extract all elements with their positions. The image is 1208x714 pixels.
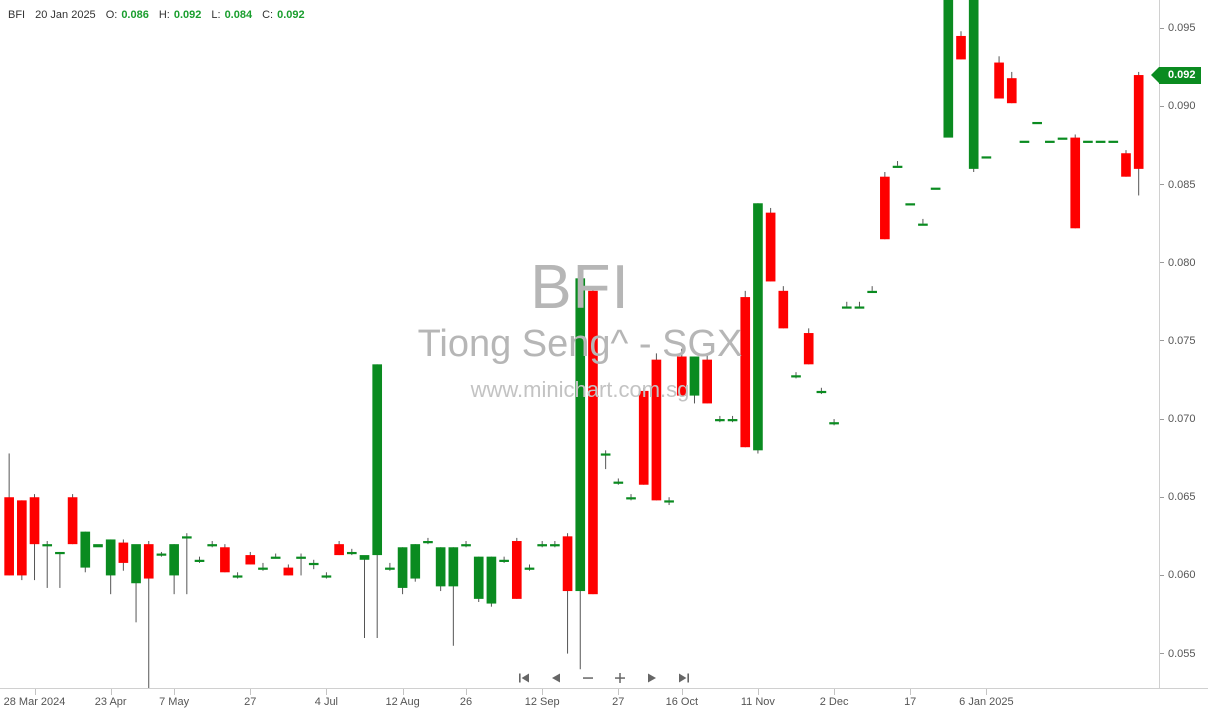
price-axis-tick-label: 0.095 xyxy=(1168,22,1196,35)
date-axis-tick-label: 17 xyxy=(904,696,917,708)
price-axis-tick: 0.090 xyxy=(1160,99,1196,113)
price-axis[interactable]: 0.092 0.095 0.090 0.085 0.080 0.075 0.070 0.06… xyxy=(1151,0,1208,688)
date-axis-tick xyxy=(986,689,988,695)
date-axis-tick xyxy=(542,689,544,695)
tick-dash-icon xyxy=(1160,105,1164,107)
date-axis[interactable]: 28 Mar 2024 23 Apr 7 May 27 4 Jul 12 Aug 26 12 … xyxy=(0,688,1208,714)
price-axis-tick-label: 0.075 xyxy=(1168,334,1196,347)
price-axis-tick: 0.080 xyxy=(1160,256,1196,270)
zoom-out-button[interactable] xyxy=(579,669,597,687)
date-axis-tick-label: 6 Jan 2025 xyxy=(959,696,1014,708)
price-axis-tick: 0.085 xyxy=(1160,178,1196,192)
date-axis-tick-label: 11 Nov xyxy=(740,696,775,708)
date-axis-tick xyxy=(402,689,404,695)
date-axis-tick xyxy=(910,689,912,695)
tick-dash-icon xyxy=(1160,653,1164,655)
date-axis-tick xyxy=(618,689,620,695)
date-axis-tick-label: 12 Sep xyxy=(524,696,560,708)
price-axis-tick-label: 0.065 xyxy=(1168,491,1196,504)
last-price-tag: 0.092 xyxy=(1151,66,1201,84)
candlestick-series xyxy=(4,0,1144,688)
price-axis-tick-label: 0.060 xyxy=(1168,569,1196,582)
price-axis-tick: 0.095 xyxy=(1160,21,1196,35)
quote-symbol: BFI xyxy=(8,9,26,21)
step-forward-button[interactable] xyxy=(643,669,661,687)
date-axis-tick-label: 7 May xyxy=(159,696,190,708)
step-back-button[interactable] xyxy=(547,669,565,687)
tick-dash-icon xyxy=(1160,184,1164,185)
close-label: C: xyxy=(262,9,274,21)
date-axis-tick-label: 4 Jul xyxy=(314,696,339,708)
skip-to-end-button[interactable] xyxy=(675,669,693,687)
date-axis-tick xyxy=(326,689,328,695)
price-axis-tick: 0.070 xyxy=(1160,412,1196,426)
quote-date: 20 Jan 2025 xyxy=(35,9,96,21)
low-value: 0.084 xyxy=(224,9,253,21)
tick-dash-icon xyxy=(1160,418,1164,420)
price-axis-tick-label: 0.085 xyxy=(1168,178,1196,191)
low-label: L: xyxy=(211,9,221,21)
price-axis-tick-label: 0.080 xyxy=(1168,256,1196,269)
date-axis-tick xyxy=(34,689,36,695)
price-axis-tick-label: 0.070 xyxy=(1168,413,1196,426)
date-axis-tick xyxy=(250,689,252,695)
close-value: 0.092 xyxy=(277,9,305,21)
price-axis-tick-label: 0.055 xyxy=(1168,647,1196,660)
tick-dash-icon xyxy=(1160,262,1164,264)
chart-navigation-toolbar xyxy=(515,668,693,688)
open-label: O: xyxy=(105,9,118,21)
skip-to-start-button[interactable] xyxy=(515,669,533,687)
tick-dash-icon xyxy=(1160,496,1164,498)
date-axis-tick xyxy=(110,689,112,695)
open-value: 0.086 xyxy=(121,9,149,21)
tick-dash-icon xyxy=(1160,27,1164,29)
high-label: H: xyxy=(158,9,170,21)
quote-bar: BFI 20 Jan 2025 O: 0.086 H: 0.092 L: 0.0… xyxy=(0,0,315,30)
tick-dash-icon xyxy=(1160,340,1164,342)
price-axis-tick: 0.055 xyxy=(1160,647,1196,661)
date-axis-tick-label: 2 Dec xyxy=(819,696,849,708)
date-axis-tick-label: 28 Mar 2024 xyxy=(3,696,66,708)
date-axis-tick-label: 16 Oct xyxy=(665,696,698,708)
date-axis-tick xyxy=(174,689,176,695)
price-axis-tick-label: 0.090 xyxy=(1168,100,1196,113)
date-axis-tick-label: 26 xyxy=(459,696,473,708)
chart-plot-area[interactable]: BFI Tiong Seng^ - SGX www.minichart.com.… xyxy=(0,0,1160,688)
price-axis-tick: 0.060 xyxy=(1160,568,1196,582)
price-axis-tick: 0.065 xyxy=(1160,490,1196,504)
date-axis-tick-label: 27 xyxy=(244,696,257,708)
tick-dash-icon xyxy=(1160,574,1164,576)
date-axis-tick xyxy=(681,689,683,695)
zoom-in-button[interactable] xyxy=(611,669,629,687)
date-axis-tick xyxy=(466,689,467,695)
date-axis-tick-label: 23 Apr xyxy=(94,696,127,708)
date-axis-tick xyxy=(834,689,836,695)
price-axis-tick: 0.075 xyxy=(1160,334,1196,348)
date-axis-tick-label: 12 Aug xyxy=(385,696,420,708)
date-axis-tick-label: 27 xyxy=(612,696,625,708)
date-axis-tick xyxy=(757,689,759,695)
high-value: 0.092 xyxy=(173,9,202,21)
